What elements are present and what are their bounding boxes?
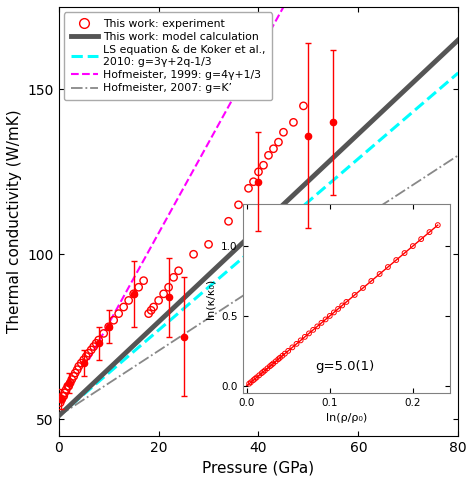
Point [115, 310, 122, 318]
Point [255, 168, 262, 175]
Point [120, 303, 128, 311]
Point [70, 373, 78, 380]
Point [300, 102, 307, 110]
Point [235, 201, 242, 209]
Point [110, 316, 118, 324]
Point [63, 386, 70, 393]
Point [150, 303, 157, 311]
Point [125, 296, 132, 304]
Point [66, 379, 74, 387]
Point [260, 161, 267, 169]
Point [170, 273, 177, 281]
Point [90, 343, 98, 350]
Point [264, 151, 272, 159]
Point [58, 396, 65, 403]
Point [140, 277, 147, 284]
Point [100, 330, 108, 337]
Point [190, 251, 197, 258]
Point [61, 389, 69, 397]
Point [245, 185, 252, 192]
X-axis label: Pressure (GPa): Pressure (GPa) [202, 460, 315, 475]
Point [130, 290, 137, 298]
Point [65, 382, 73, 390]
Point [105, 323, 112, 331]
Point [75, 362, 82, 370]
Point [270, 145, 277, 153]
Point [135, 283, 142, 291]
Point [280, 128, 287, 136]
Point [250, 178, 257, 186]
Point [82, 353, 90, 361]
Point [87, 346, 95, 354]
Point [165, 283, 173, 291]
Point [56, 399, 64, 406]
Point [77, 359, 85, 367]
Legend: This work: experiment, This work: model calculation, LS equation & de Koker et a: This work: experiment, This work: model … [64, 13, 272, 100]
Point [64, 382, 72, 390]
Point [59, 392, 66, 400]
Point [72, 369, 79, 377]
Y-axis label: Thermal conductivity (W/mK): Thermal conductivity (W/mK) [7, 109, 22, 333]
Point [68, 376, 75, 384]
Point [80, 356, 88, 363]
Point [274, 138, 282, 146]
Point [155, 296, 163, 304]
Point [160, 290, 167, 298]
Point [145, 310, 153, 318]
Point [290, 119, 297, 126]
Point [85, 349, 92, 357]
Point [147, 307, 155, 314]
Point [60, 392, 67, 400]
Point [92, 339, 100, 347]
Point [225, 217, 232, 225]
Point [73, 366, 81, 374]
Point [175, 267, 182, 275]
Point [205, 241, 212, 248]
Point [95, 336, 102, 344]
